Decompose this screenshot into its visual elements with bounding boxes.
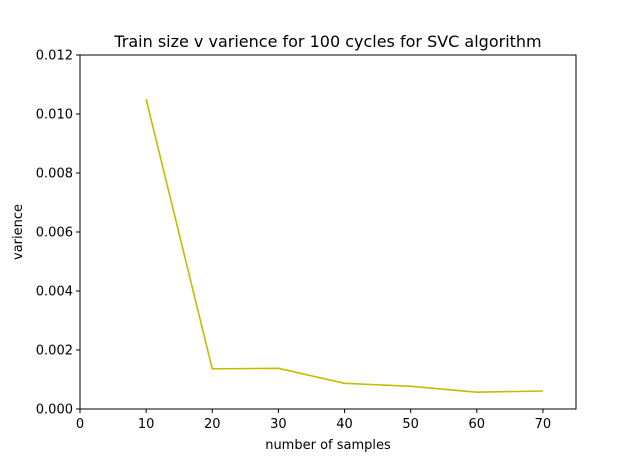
y-tick-label: 0.010 bbox=[36, 108, 73, 123]
series-line bbox=[145, 99, 543, 393]
y-tick-label: 0.004 bbox=[36, 285, 73, 300]
x-tick-label: 10 bbox=[138, 417, 155, 432]
x-axis-ticks: 0 10 20 30 40 50 60 70 bbox=[76, 409, 551, 432]
x-tick-label: 70 bbox=[535, 417, 552, 432]
x-tick-label: 60 bbox=[469, 417, 486, 432]
y-axis-label: varience bbox=[11, 204, 26, 260]
x-tick-label: 0 bbox=[76, 417, 84, 432]
y-tick-label: 0.002 bbox=[36, 344, 73, 359]
y-tick-label: 0.008 bbox=[36, 167, 73, 182]
x-tick-label: 20 bbox=[204, 417, 221, 432]
chart-title: Train size v varience for 100 cycles for… bbox=[113, 32, 541, 51]
y-tick-label: 0.006 bbox=[36, 226, 73, 241]
x-tick-label: 50 bbox=[402, 417, 419, 432]
y-tick-label: 0.012 bbox=[36, 49, 73, 64]
plot-frame bbox=[79, 54, 577, 410]
series-layer bbox=[145, 99, 543, 393]
y-tick-label: 0.000 bbox=[36, 403, 73, 418]
x-tick-label: 40 bbox=[336, 417, 353, 432]
x-tick-label: 30 bbox=[270, 417, 287, 432]
x-axis-label: number of samples bbox=[265, 438, 391, 453]
y-axis-ticks: 0.000 0.002 0.004 0.006 0.008 0.010 0.012 bbox=[36, 49, 80, 418]
